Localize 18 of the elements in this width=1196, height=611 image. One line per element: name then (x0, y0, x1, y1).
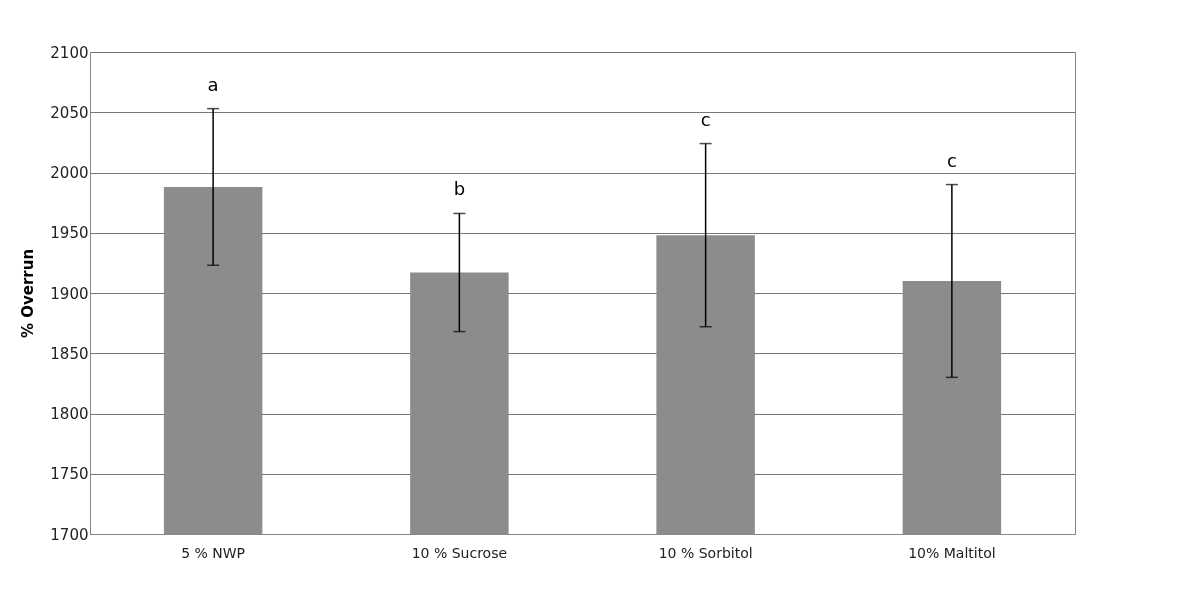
annotation: b (453, 178, 466, 200)
y-tick-label: 2050 (50, 103, 89, 122)
annotation: c (700, 108, 711, 130)
y-tick-label: 2000 (50, 164, 89, 182)
y-tick-label: 1800 (50, 405, 89, 423)
y-tick-label: 1750 (50, 465, 89, 484)
annotation: a (207, 73, 219, 95)
x-tick-label: 10% Maltitol (908, 544, 996, 561)
y-tick-label: 1950 (50, 224, 89, 243)
y-tick-label: 1900 (50, 284, 89, 303)
y-tick-label: 2100 (50, 43, 89, 62)
x-tick-label: 5 % NWP (181, 544, 246, 561)
x-tick-label: 10 % Sucrose (411, 544, 508, 561)
y-tick-label: 1850 (50, 344, 89, 363)
x-tick-label: 10 % Sorbitol (658, 544, 753, 561)
y-axis-title: % Overrun (19, 248, 38, 339)
annotation: c (946, 149, 957, 171)
y-tick-label: 1700 (50, 525, 89, 544)
